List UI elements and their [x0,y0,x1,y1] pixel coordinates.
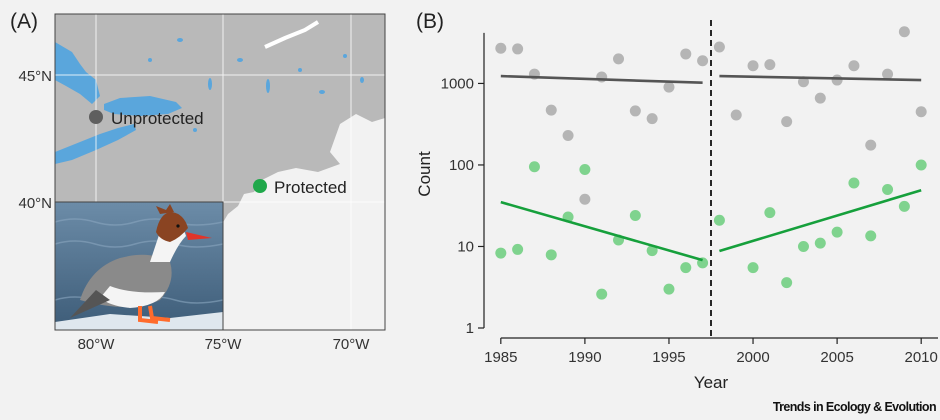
data-point [797,240,809,252]
trend-line [719,188,922,253]
y-tick-label: 1000 [441,75,474,92]
x-tick-label: 2000 [736,349,769,366]
data-point [495,247,507,259]
data-point [545,104,557,116]
lon-label-80: 80°W [78,336,116,353]
data-point [865,230,877,242]
data-point [697,55,709,67]
x-tick-label: 1985 [484,349,517,366]
data-point [646,113,658,125]
count-chart: (B) 1 10 100 1000 1985 1990 1995 2000 2005 2010 Ye… [415,10,938,392]
data-point [730,109,742,121]
data-point [915,106,927,118]
data-point [898,200,910,212]
data-point [898,26,910,38]
protected-site-label: Protected [274,178,347,197]
data-point [781,116,793,128]
x-tick-label: 1990 [568,349,601,366]
data-point [781,277,793,289]
data-point [882,68,894,80]
data-point [814,92,826,104]
data-point [865,139,877,151]
data-point [680,48,692,60]
data-point [915,159,927,171]
lat-label-40: 40°N [18,195,52,212]
trend-line [500,200,703,262]
panel-b-label: (B) [416,10,444,33]
data-point [613,53,625,65]
data-point [596,288,608,300]
data-point [848,177,860,189]
data-point [764,207,776,219]
y-tick-label: 100 [449,157,474,174]
source-credit: Trends in Ecology & Evolution [772,400,937,414]
data-point [545,249,557,261]
data-point [747,60,759,72]
data-point [848,60,860,72]
data-point [747,262,759,274]
x-tick-label: 2010 [904,349,937,366]
common-merganser-photo [54,201,224,331]
data-point [713,41,725,53]
protected-site-marker [253,179,267,193]
lake-huron [55,42,100,104]
x-tick-label: 2005 [820,349,853,366]
river-st-lawrence [264,20,320,49]
unprotected-site-label: Unprotected [111,109,204,128]
small-lakes [148,38,364,132]
x-axis-label: Year [694,373,729,392]
data-point [646,245,658,257]
lake-ontario [104,96,182,116]
trend-line [500,74,703,85]
y-tick-label: 10 [457,238,474,255]
data-point [512,43,524,55]
data-point [579,193,591,205]
data-point [831,74,843,86]
data-point [579,163,591,175]
x-tick-label: 1995 [652,349,685,366]
data-point [663,81,675,93]
data-point [764,59,776,71]
data-point [629,209,641,221]
data-point [495,42,507,54]
y-tick-label: 1 [466,320,474,337]
lon-label-75: 75°W [205,336,243,353]
lon-label-70: 70°W [333,336,371,353]
data-point [831,226,843,238]
data-point [528,161,540,173]
data-point [663,283,675,295]
data-point [512,243,524,255]
panel-a-label: (A) [10,10,38,33]
trend-line [719,74,922,82]
y-axis-label: Count [415,151,434,197]
data-point [882,183,894,195]
data-point [629,105,641,117]
lat-label-45: 45°N [18,68,52,85]
unprotected-site-marker [89,110,103,124]
data-point [814,237,826,249]
map-panel: (A) [10,10,386,353]
data-point [680,262,692,274]
data-point [562,129,574,141]
data-point [713,214,725,226]
